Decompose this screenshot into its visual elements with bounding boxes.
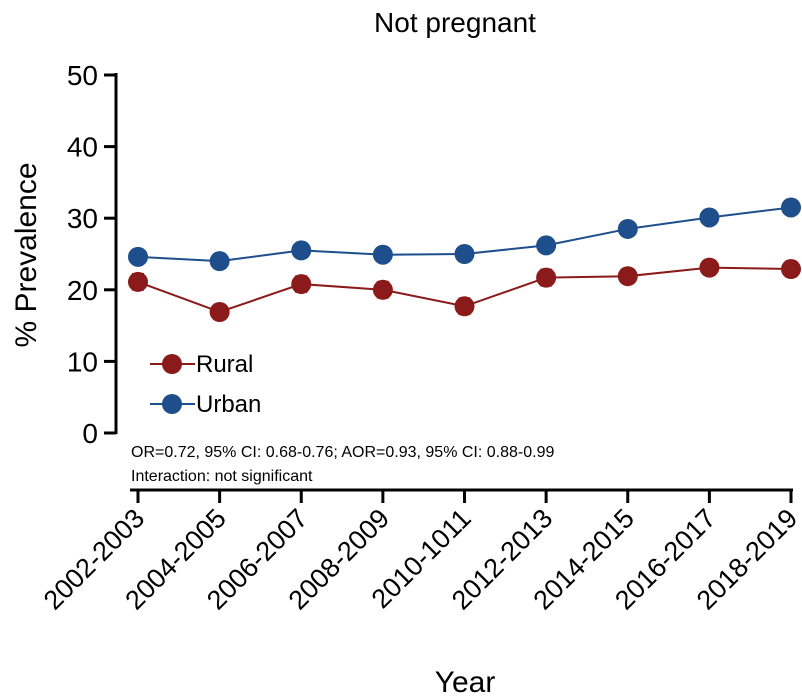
- legend-marker: [162, 354, 182, 374]
- legend-label: Urban: [196, 391, 261, 418]
- data-point: [128, 246, 148, 267]
- data-point: [699, 257, 720, 278]
- data-point: [454, 296, 475, 317]
- legend-marker: [162, 394, 182, 414]
- data-point: [617, 266, 638, 287]
- y-tick-label: 20: [67, 275, 98, 306]
- y-tick-label: 0: [82, 418, 98, 449]
- data-point: [209, 251, 230, 272]
- annotation: Interaction: not significant: [131, 468, 313, 485]
- data-point: [372, 279, 393, 300]
- data-point: [699, 207, 720, 228]
- data-point: [291, 240, 312, 261]
- data-point: [209, 301, 230, 322]
- data-point: [781, 259, 801, 280]
- y-tick-label: 10: [67, 346, 98, 377]
- data-point: [372, 244, 393, 265]
- y-axis-label: % Prevalence: [10, 162, 43, 347]
- data-point: [128, 271, 148, 292]
- y-tick-label: 40: [67, 132, 98, 163]
- data-point: [536, 267, 557, 288]
- y-tick-label: 30: [67, 203, 98, 234]
- x-axis-label: Year: [435, 666, 496, 699]
- annotation: OR=0.72, 95% CI: 0.68-0.76; AOR=0.93, 95…: [131, 444, 554, 461]
- data-point: [454, 244, 475, 264]
- legend-label: Rural: [196, 351, 253, 378]
- data-point: [291, 274, 312, 295]
- y-tick-label: 50: [67, 60, 98, 91]
- data-point: [536, 235, 557, 256]
- chart-title: Not pregnant: [374, 7, 536, 38]
- data-point: [617, 218, 638, 239]
- data-point: [781, 197, 801, 218]
